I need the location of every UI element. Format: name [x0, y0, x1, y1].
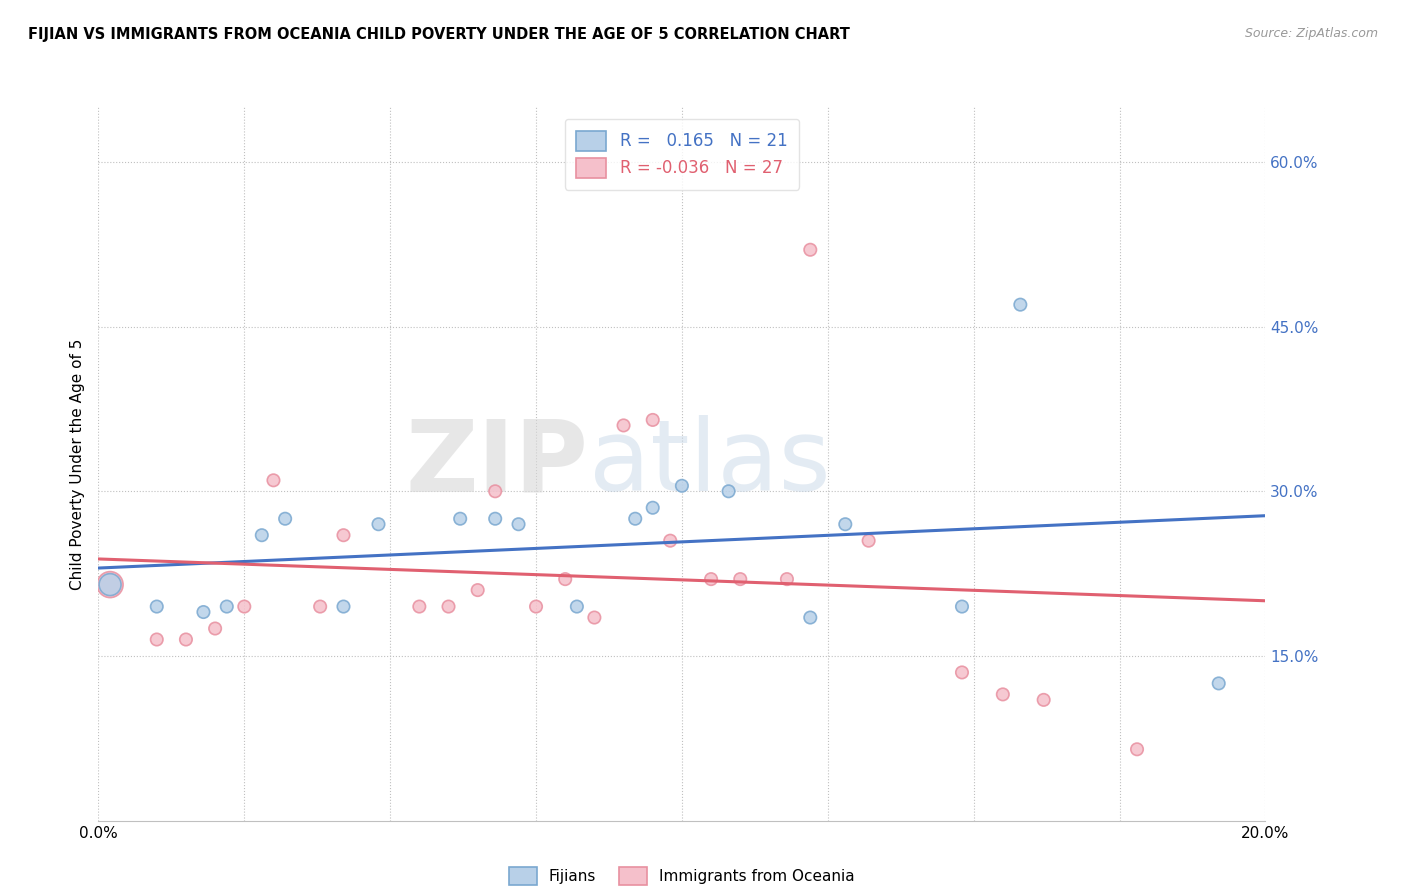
Point	[449, 512, 471, 526]
Text: atlas: atlas	[589, 416, 830, 512]
Point	[834, 517, 856, 532]
Legend: Fijians, Immigrants from Oceania: Fijians, Immigrants from Oceania	[503, 861, 860, 891]
Point	[1032, 693, 1054, 707]
Point	[717, 484, 740, 499]
Point	[193, 605, 215, 619]
Point	[524, 599, 547, 614]
Point	[641, 500, 664, 515]
Point	[274, 512, 297, 526]
Point	[98, 577, 121, 591]
Point	[624, 512, 647, 526]
Point	[467, 583, 489, 598]
Point	[565, 599, 588, 614]
Text: FIJIAN VS IMMIGRANTS FROM OCEANIA CHILD POVERTY UNDER THE AGE OF 5 CORRELATION C: FIJIAN VS IMMIGRANTS FROM OCEANIA CHILD …	[28, 27, 851, 42]
Y-axis label: Child Poverty Under the Age of 5: Child Poverty Under the Age of 5	[69, 338, 84, 590]
Point	[484, 484, 506, 499]
Point	[700, 572, 723, 586]
Point	[233, 599, 256, 614]
Point	[309, 599, 332, 614]
Point	[776, 572, 799, 586]
Point	[1010, 298, 1032, 312]
Point	[554, 572, 576, 586]
Point	[950, 599, 973, 614]
Point	[367, 517, 389, 532]
Point	[508, 517, 530, 532]
Point	[858, 533, 880, 548]
Point	[250, 528, 273, 542]
Point	[799, 610, 821, 624]
Point	[262, 473, 284, 487]
Point	[641, 413, 664, 427]
Point	[146, 599, 169, 614]
Point	[146, 632, 169, 647]
Point	[583, 610, 606, 624]
Point	[1126, 742, 1149, 756]
Point	[950, 665, 973, 680]
Point	[332, 528, 354, 542]
Text: ZIP: ZIP	[406, 416, 589, 512]
Text: Source: ZipAtlas.com: Source: ZipAtlas.com	[1244, 27, 1378, 40]
Point	[215, 599, 238, 614]
Point	[204, 622, 226, 636]
Point	[799, 243, 821, 257]
Point	[98, 577, 121, 591]
Point	[332, 599, 354, 614]
Point	[437, 599, 460, 614]
Point	[612, 418, 634, 433]
Point	[659, 533, 682, 548]
Point	[671, 479, 693, 493]
Point	[174, 632, 197, 647]
Point	[991, 687, 1014, 701]
Point	[728, 572, 751, 586]
Point	[408, 599, 430, 614]
Point	[1208, 676, 1230, 690]
Point	[484, 512, 506, 526]
